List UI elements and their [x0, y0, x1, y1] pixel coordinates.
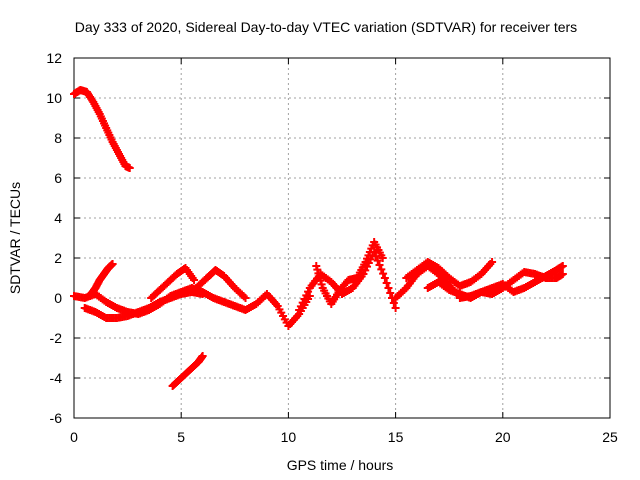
data-points: [70, 86, 567, 390]
data-point-marker: [198, 290, 207, 298]
y-tick-labels: -6 -4 -2 0 2 4 6 8 10 12: [46, 50, 62, 426]
y-tick-label: 6: [54, 170, 62, 186]
data-point-marker: [375, 261, 384, 269]
data-point-marker: [108, 260, 117, 268]
data-point-marker: [384, 284, 393, 292]
series-arc-6: [147, 264, 199, 302]
y-tick-label: -4: [50, 370, 63, 386]
data-point-marker: [558, 270, 567, 278]
y-tick-label: 12: [46, 50, 62, 66]
x-tick-labels: 0 5 10 15 20 25: [70, 429, 618, 445]
data-point-marker: [317, 280, 326, 289]
plot-area-frame: [73, 57, 611, 419]
y-tick-label: 10: [46, 90, 62, 106]
y-tick-label: 2: [54, 250, 62, 266]
x-tick-label: 15: [388, 429, 404, 445]
y-tick-label: 0: [54, 290, 62, 306]
data-point-marker: [382, 279, 391, 287]
axis-ticks: [73, 57, 611, 419]
data-point-marker: [380, 274, 389, 282]
data-point-marker: [378, 254, 387, 262]
y-tick-label: -2: [50, 330, 63, 346]
data-point-marker: [558, 262, 567, 270]
series-arc-1: [70, 86, 134, 172]
series-arc-4: [87, 260, 117, 298]
data-point-marker: [488, 258, 497, 266]
x-tick-label: 20: [495, 429, 511, 445]
data-point-marker: [190, 276, 199, 284]
grid-lines: [74, 58, 610, 418]
y-tick-label: 4: [54, 210, 62, 226]
data-point-marker: [386, 289, 395, 297]
series-arc-2: [168, 352, 207, 390]
data-point-marker: [241, 294, 250, 302]
y-tick-label: 8: [54, 130, 62, 146]
series-arc-7: [187, 266, 250, 302]
x-axis-label: GPS time / hours: [287, 457, 394, 473]
chart-title: Day 333 of 2020, Sidereal Day-to-day VTE…: [75, 19, 577, 35]
data-point-marker: [391, 304, 400, 312]
y-axis-label: SDTVAR / TECUs: [7, 182, 23, 294]
data-point-marker: [198, 352, 207, 360]
data-point-marker: [379, 269, 388, 278]
data-point-marker: [377, 265, 386, 274]
x-tick-label: 5: [177, 429, 185, 445]
series-arc-11: [402, 258, 497, 290]
data-point-marker: [389, 299, 398, 307]
data-point-marker: [125, 164, 134, 172]
y-tick-label: -6: [50, 410, 63, 426]
data-point-marker: [373, 256, 382, 265]
data-point-marker: [314, 269, 323, 278]
series-arc-13: [455, 268, 567, 302]
x-tick-label: 25: [602, 429, 618, 445]
x-tick-label: 10: [281, 429, 297, 445]
series-arc-9: [312, 238, 387, 308]
x-tick-label: 0: [70, 429, 78, 445]
